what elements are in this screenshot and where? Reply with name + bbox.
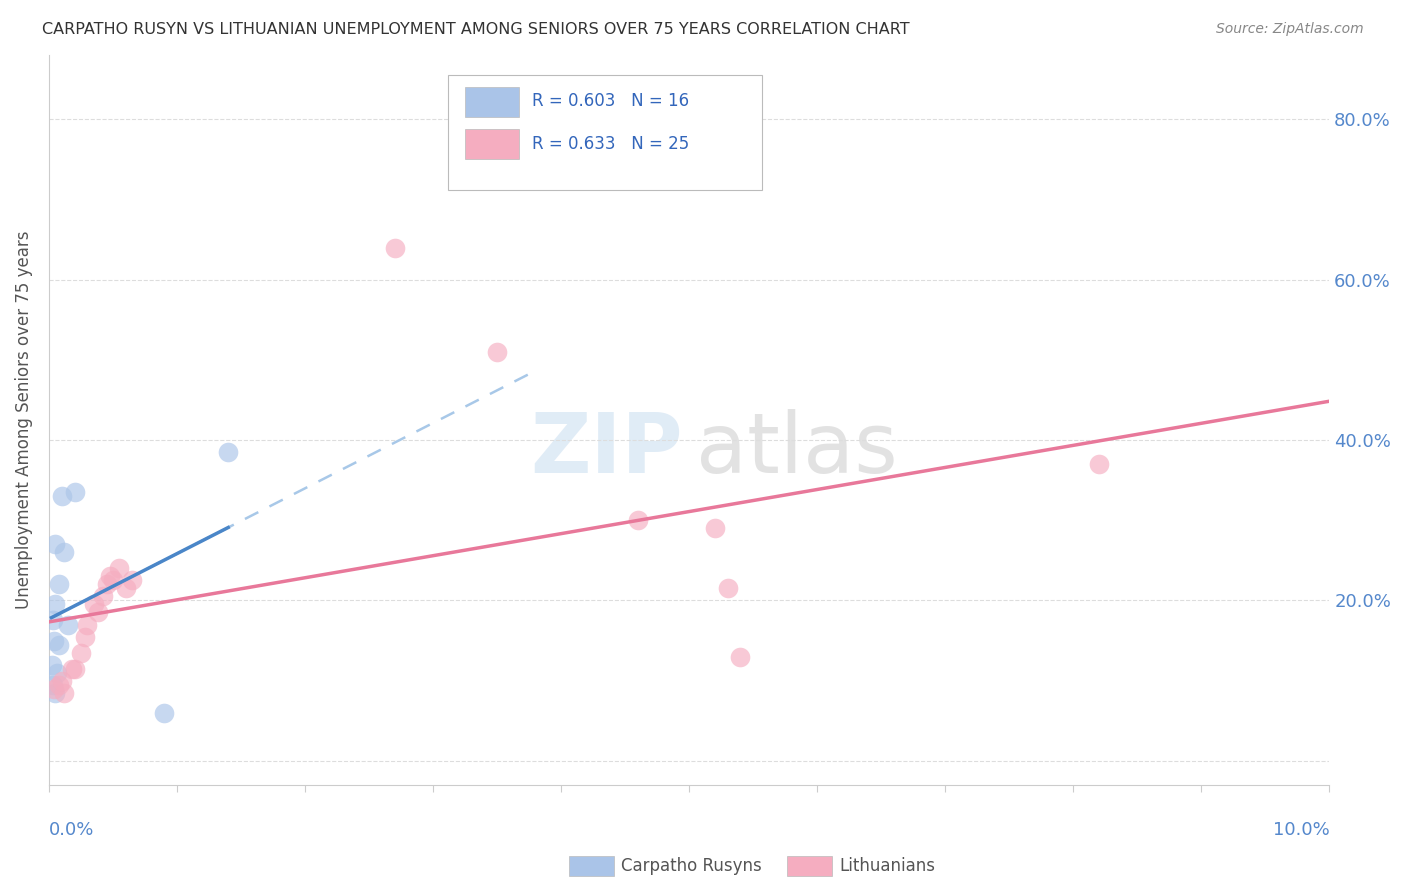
Point (627, 513, 650, 527)
Point (44, 686, 66, 700)
Point (86, 606, 108, 620)
Text: 0.0%: 0.0% (49, 821, 94, 839)
Point (51, 673, 73, 688)
Point (70, 646, 93, 660)
Point (153, 706, 176, 720)
Point (83, 598, 105, 612)
Point (384, 241, 406, 255)
Point (45, 665, 67, 680)
Point (51, 489, 73, 503)
FancyBboxPatch shape (465, 128, 519, 160)
Point (108, 561, 131, 575)
Text: R = 0.633   N = 25: R = 0.633 N = 25 (531, 136, 689, 153)
Point (56, 617, 79, 632)
Point (1088, 457, 1111, 471)
Point (44, 598, 66, 612)
Point (730, 649, 752, 664)
Point (41, 657, 63, 672)
Point (703, 521, 725, 535)
Point (73, 630, 96, 644)
Y-axis label: Unemployment Among Seniors over 75 years: Unemployment Among Seniors over 75 years (15, 231, 32, 609)
Point (217, 445, 239, 459)
Point (63, 485, 86, 500)
FancyBboxPatch shape (465, 87, 519, 117)
Point (60, 662, 83, 676)
Point (121, 574, 143, 588)
Point (42, 614, 65, 628)
Point (53, 686, 76, 700)
Text: 10.0%: 10.0% (1272, 821, 1329, 839)
Text: Lithuanians: Lithuanians (839, 857, 935, 875)
Point (96, 577, 118, 591)
Point (48, 638, 70, 652)
Point (486, 344, 509, 359)
Text: Carpatho Rusyns: Carpatho Rusyns (621, 857, 762, 875)
Text: ZIP: ZIP (530, 409, 683, 490)
Text: CARPATHO RUSYN VS LITHUANIAN UNEMPLOYMENT AMONG SENIORS OVER 75 YEARS CORRELATIO: CARPATHO RUSYN VS LITHUANIAN UNEMPLOYMEN… (42, 22, 910, 37)
Point (53, 545, 76, 559)
Point (44, 537, 66, 551)
Text: R = 0.603   N = 16: R = 0.603 N = 16 (531, 92, 689, 110)
Text: atlas: atlas (696, 409, 897, 490)
Point (114, 582, 136, 596)
Point (76, 617, 98, 632)
Text: Source: ZipAtlas.com: Source: ZipAtlas.com (1216, 22, 1364, 37)
Point (48, 577, 70, 591)
Point (42, 633, 65, 648)
Point (48, 678, 70, 692)
Point (101, 574, 124, 588)
Point (100, 569, 122, 583)
Point (42, 678, 65, 692)
Point (63, 662, 86, 676)
Point (716, 582, 738, 596)
Point (42, 681, 65, 696)
FancyBboxPatch shape (449, 75, 762, 190)
Point (91, 590, 114, 604)
